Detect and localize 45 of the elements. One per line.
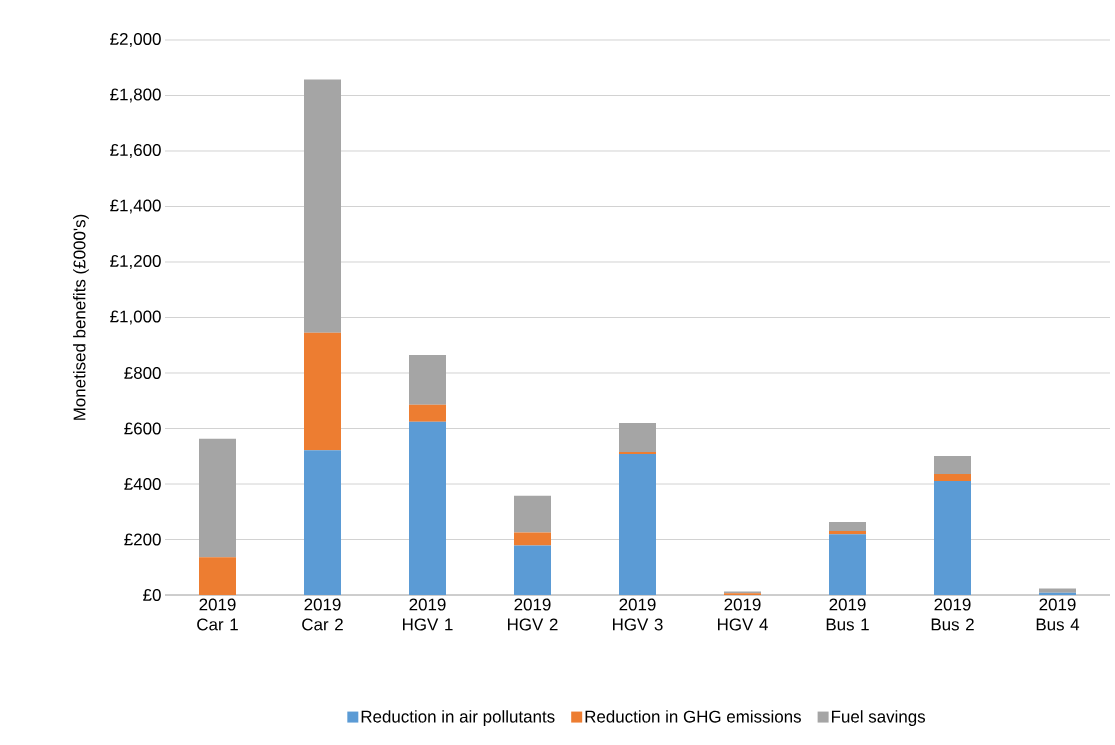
x-tick-label: 2019 Bus 1: [826, 598, 869, 631]
y-tick-label: £1,400: [110, 199, 161, 214]
x-tick-label: 2019 Car 2: [302, 598, 343, 631]
y-tick-label: £1,200: [110, 255, 161, 269]
y-tick-label: £2,000: [110, 33, 161, 47]
x-tick-label: 2019 HGV 4: [718, 598, 768, 631]
bar: [934, 480, 971, 595]
y-tick-label: £1,800: [110, 88, 161, 103]
bar: [934, 474, 971, 481]
x-tick-label: 2019 Bus 2: [931, 598, 974, 631]
y-axis-title: Monetised benefits (£000's): [73, 214, 89, 420]
bar: [304, 332, 341, 451]
bar: [199, 557, 236, 595]
bar: [514, 532, 551, 546]
bar: [304, 79, 341, 333]
x-tick-label: 2019 HGV 2: [508, 598, 558, 631]
y-tick-label: £1,600: [110, 144, 161, 158]
x-tick-label: 2019 Car 1: [197, 598, 238, 631]
x-tick-label: 2019 HGV 3: [613, 598, 663, 631]
bar: [619, 454, 656, 595]
bar: [829, 522, 866, 531]
bar: [829, 534, 866, 595]
legend-label: Reduction in air pollutants: [361, 710, 555, 726]
y-tick-label: £400: [124, 478, 161, 490]
bar: [934, 455, 971, 475]
y-tick-label: £600: [124, 422, 161, 435]
bar: [514, 545, 551, 595]
bar: [1039, 592, 1076, 595]
bar: [514, 495, 551, 533]
bar: [304, 450, 341, 595]
legend-label: Reduction in GHG emissions: [585, 710, 801, 723]
bar: [199, 438, 236, 558]
x-tick-label: 2019 Bus 4: [1036, 598, 1080, 631]
bar: [409, 354, 446, 405]
x-tick-label: 2019 HGV 1: [403, 598, 453, 631]
legend-label: Fuel savings: [832, 710, 926, 726]
y-tick-label: £200: [124, 533, 161, 546]
bar: [829, 530, 866, 535]
bar: [1039, 588, 1076, 593]
y-tick-label: £0: [143, 589, 161, 601]
bar: [619, 422, 656, 453]
y-tick-label: £800: [124, 367, 161, 379]
bar: [409, 421, 446, 595]
y-tick-label: £1,000: [110, 310, 161, 325]
bar: [409, 404, 446, 422]
